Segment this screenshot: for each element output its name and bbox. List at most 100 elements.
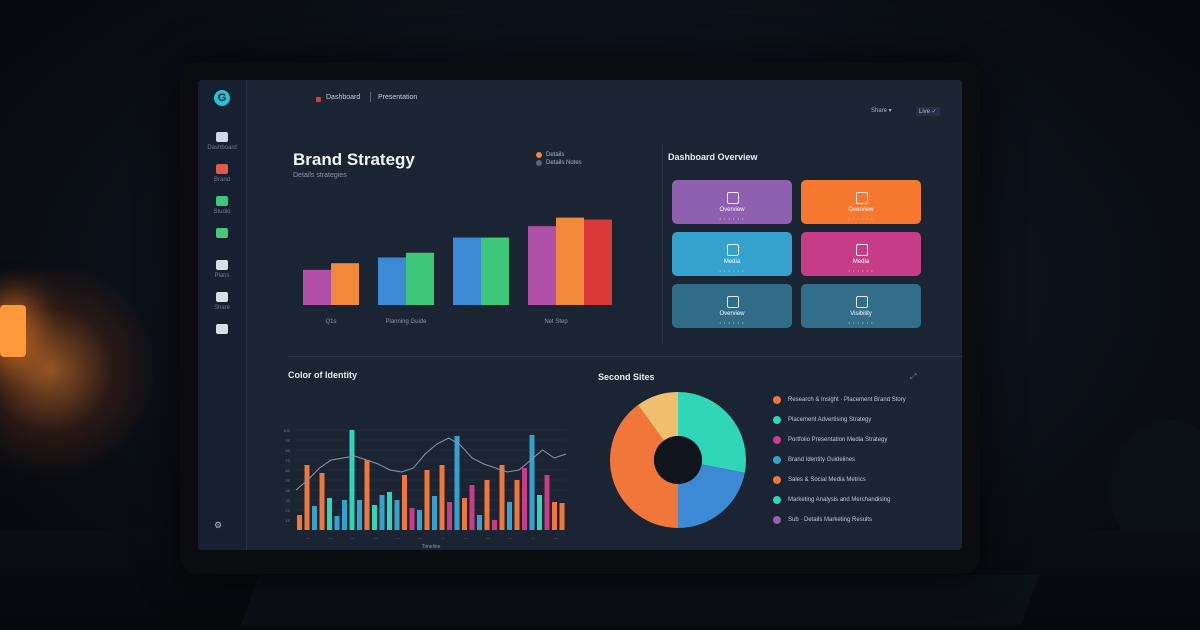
- bar[interactable]: [394, 500, 400, 530]
- bar[interactable]: [372, 505, 377, 530]
- expand-icon[interactable]: ⤢: [910, 372, 917, 381]
- bar[interactable]: [379, 495, 385, 530]
- bar[interactable]: [507, 502, 512, 530]
- donut-slice[interactable]: [678, 464, 745, 528]
- identity-chart-title: Color of Identity: [288, 370, 357, 380]
- bar[interactable]: [312, 506, 317, 530]
- x-tick-label: —: [486, 535, 490, 540]
- bar[interactable]: [556, 217, 584, 305]
- y-tick-label: 100: [283, 428, 290, 433]
- sidebar-item[interactable]: Plans: [202, 260, 242, 279]
- bar[interactable]: [432, 496, 437, 530]
- bar[interactable]: [349, 430, 355, 530]
- live-button[interactable]: Live ✓: [916, 107, 940, 116]
- legend-entry: Sales & Social Media Metrics: [773, 470, 906, 490]
- bar[interactable]: [424, 470, 430, 530]
- tile-label: Media: [852, 259, 870, 265]
- bar[interactable]: [454, 436, 460, 530]
- share-dropdown[interactable]: Share ▾: [871, 108, 892, 114]
- bar[interactable]: [499, 465, 505, 530]
- document-icon: [856, 296, 868, 308]
- bar[interactable]: [402, 475, 407, 530]
- bar[interactable]: [304, 465, 310, 530]
- bar[interactable]: [327, 498, 332, 530]
- app-logo-icon[interactable]: G: [214, 90, 230, 106]
- sidebar-item[interactable]: Share: [202, 292, 242, 311]
- bar[interactable]: [453, 237, 481, 305]
- bar[interactable]: [528, 226, 556, 305]
- bar[interactable]: [387, 492, 392, 530]
- overview-tile[interactable]: Visibility • • • • • •: [801, 284, 921, 328]
- overview-tile[interactable]: Overview • • • • • •: [672, 180, 792, 224]
- share-icon: [856, 244, 868, 256]
- breadcrumb-item[interactable]: Dashboard: [326, 94, 361, 101]
- bar[interactable]: [319, 473, 325, 530]
- legend-label: Marketing Analysis and Merchandising: [788, 497, 891, 503]
- legend-entry: Portfolio Presentation Media Strategy: [773, 430, 906, 450]
- y-tick-label: 40: [286, 488, 291, 493]
- bar[interactable]: [484, 480, 490, 530]
- bar[interactable]: [469, 485, 475, 530]
- donut-slice[interactable]: [610, 404, 678, 528]
- legend-entry: Placement Advertising Strategy: [773, 410, 906, 430]
- donut-slice[interactable]: [678, 392, 746, 473]
- bar[interactable]: [492, 520, 497, 530]
- bar[interactable]: [303, 269, 331, 305]
- breadcrumb-item[interactable]: Presentation: [378, 94, 418, 101]
- sidebar-item[interactable]: Dashboard: [202, 132, 242, 151]
- sidebar-item-label: Studio: [213, 209, 231, 215]
- bar[interactable]: [357, 500, 362, 530]
- bar[interactable]: [439, 465, 445, 530]
- bar[interactable]: [537, 495, 542, 530]
- breadcrumb-separator: [370, 92, 371, 102]
- bar[interactable]: [334, 516, 340, 530]
- bar[interactable]: [406, 252, 434, 305]
- sidebar-item[interactable]: Brand: [202, 164, 242, 183]
- legend-entry: Brand Identity Guidelines: [773, 450, 906, 470]
- y-tick-label: 20: [286, 508, 291, 513]
- legend-label: Portfolio Presentation Media Strategy: [788, 437, 888, 443]
- bar[interactable]: [522, 468, 527, 530]
- tile-label: Visibility: [850, 311, 872, 317]
- bar[interactable]: [514, 480, 520, 530]
- legend-label: Placement Advertising Strategy: [788, 417, 872, 423]
- bar[interactable]: [447, 502, 452, 530]
- settings-icon[interactable]: ⚙: [214, 520, 223, 530]
- bar[interactable]: [559, 503, 565, 530]
- bar[interactable]: [331, 263, 359, 305]
- tile-dots: • • • • • •: [719, 268, 745, 273]
- trend-line: [295, 437, 567, 491]
- tiles-section-title: Dashboard Overview: [668, 152, 758, 162]
- donut-slice[interactable]: [638, 392, 678, 441]
- x-tick-label: —: [306, 535, 310, 540]
- bar[interactable]: [409, 508, 415, 530]
- bar[interactable]: [342, 500, 347, 530]
- overview-tile[interactable]: Media • • • • • •: [672, 232, 792, 276]
- sidebar-item-label: Plans: [214, 273, 230, 279]
- tile-label: Overview: [848, 207, 874, 213]
- brand-bar-chart: Q1s Planning Guide Net Step: [303, 217, 612, 325]
- bar[interactable]: [529, 435, 535, 530]
- bar[interactable]: [477, 515, 482, 530]
- sidebar-item[interactable]: [202, 324, 242, 337]
- bar[interactable]: [584, 219, 612, 306]
- bar[interactable]: [364, 460, 370, 530]
- bar[interactable]: [378, 257, 406, 306]
- ambient-lamp-glow: [0, 260, 160, 480]
- bar[interactable]: [417, 510, 422, 530]
- sidebar-item[interactable]: [202, 228, 242, 241]
- bar[interactable]: [552, 502, 557, 530]
- tile-dots: • • • • • •: [848, 268, 874, 273]
- sidebar-item[interactable]: Studio: [202, 196, 242, 215]
- bar[interactable]: [462, 498, 467, 530]
- tile-label: Media: [723, 259, 741, 265]
- bar[interactable]: [297, 515, 302, 530]
- overview-tile[interactable]: Media • • • • • •: [801, 232, 921, 276]
- bar[interactable]: [481, 237, 509, 305]
- overview-tile[interactable]: Overview • • • • • •: [672, 284, 792, 328]
- page-subtitle: Details strategies: [293, 172, 347, 179]
- bar[interactable]: [544, 475, 550, 530]
- x-tick-label: —: [554, 535, 558, 540]
- overview-tile[interactable]: Overview • • • • • •: [801, 180, 921, 224]
